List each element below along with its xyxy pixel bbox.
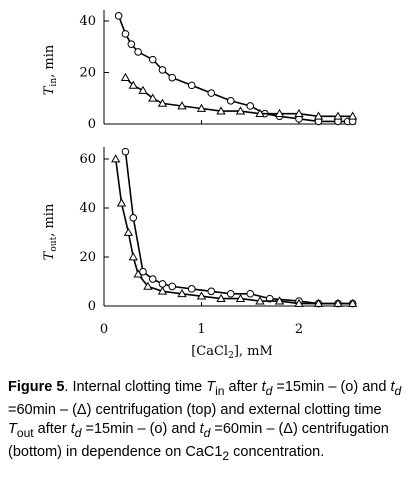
circle-point xyxy=(134,48,142,56)
triangle-point xyxy=(313,298,324,307)
bottom-series-group xyxy=(111,147,358,308)
x-tick-label: 2 xyxy=(295,322,303,337)
circle-point xyxy=(121,30,130,38)
triangle-point xyxy=(157,286,168,295)
triangle-point xyxy=(255,296,265,305)
triangle-point xyxy=(157,98,168,107)
triangle-point xyxy=(294,298,304,307)
circle-point xyxy=(207,89,216,97)
y-tick-label: 0 xyxy=(88,117,96,132)
circle-point xyxy=(187,81,196,90)
triangle-point xyxy=(196,103,207,112)
triangle-point xyxy=(274,296,285,305)
figure-caption: Figure 5. Internal clotting time Tin aft… xyxy=(8,379,402,463)
circle-point xyxy=(158,66,167,74)
top-panel: 0 20 40 Tin, min xyxy=(42,10,358,132)
circle-point xyxy=(187,285,196,293)
bottom-panel: 0 20 40 60 0 1 2 Tout, min [CaCl2], mM xyxy=(42,147,358,361)
circle-point xyxy=(114,12,123,20)
bottom-x-ticks: 0 1 2 xyxy=(100,302,303,337)
circle-point xyxy=(207,287,216,296)
triangle-point xyxy=(111,154,121,163)
triangle-point xyxy=(235,293,246,302)
circle-point xyxy=(168,73,177,82)
circle-point xyxy=(158,280,167,288)
circle-point xyxy=(226,289,235,298)
top-x-ticks xyxy=(103,120,300,124)
triangle-point xyxy=(143,281,153,290)
triangle-point xyxy=(216,293,226,302)
y-tick-label: 40 xyxy=(79,201,96,216)
triangle-point xyxy=(333,111,343,120)
triangle-point xyxy=(216,106,226,115)
triangle-point xyxy=(347,298,358,307)
x-tick-label: 1 xyxy=(197,322,205,337)
y-tick-label: 20 xyxy=(79,250,96,265)
triangle-point xyxy=(133,269,143,278)
circle-point xyxy=(246,289,255,298)
triangle-point xyxy=(120,72,131,81)
triangle-point xyxy=(313,111,324,120)
bottom-y-axis-label: Tout, min xyxy=(42,203,59,260)
figure-label: Figure 5 xyxy=(8,379,65,395)
triangle-point xyxy=(294,108,304,118)
triangle-point xyxy=(116,198,127,207)
triangle-point xyxy=(347,111,358,120)
circle-point xyxy=(226,97,235,105)
top-y-ticks: 0 20 40 xyxy=(79,14,109,132)
circle-point xyxy=(148,275,157,283)
y-tick-label: 0 xyxy=(88,299,96,314)
circle-point xyxy=(168,282,177,291)
triangle-point xyxy=(128,252,138,261)
triangle-point xyxy=(196,291,207,300)
triangle-point xyxy=(138,85,148,94)
bottom-x-axis-label: [CaCl2], mM xyxy=(191,344,273,361)
top-y-axis-label: Tin, min xyxy=(42,44,59,95)
x-tick-label: 0 xyxy=(100,322,108,337)
top-series-group xyxy=(114,12,358,126)
triangle-point xyxy=(235,106,246,115)
bottom-y-ticks: 0 20 40 60 xyxy=(79,152,109,314)
triangle-point xyxy=(274,108,285,118)
circle-point xyxy=(121,147,130,156)
y-tick-label: 20 xyxy=(79,66,96,81)
circle-point xyxy=(127,40,136,48)
figure: 0 20 40 Tin, min 0 20 40 60 0 1 2 Tout, min [Ca… xyxy=(42,10,358,361)
triangle-point xyxy=(255,108,265,118)
circle-point xyxy=(246,102,255,110)
circle-series-line xyxy=(117,15,353,123)
circle-point xyxy=(139,267,147,276)
triangle-point xyxy=(177,288,187,298)
triangle-point xyxy=(177,101,187,110)
triangle-point xyxy=(333,298,343,307)
circle-point xyxy=(148,55,157,64)
y-tick-label: 40 xyxy=(79,14,96,29)
y-tick-label: 60 xyxy=(79,152,96,167)
triangle-point xyxy=(128,80,138,89)
circle-point xyxy=(129,214,138,222)
triangle-point xyxy=(148,93,158,102)
circle-series-line xyxy=(124,151,353,305)
triangle-point xyxy=(123,227,134,236)
